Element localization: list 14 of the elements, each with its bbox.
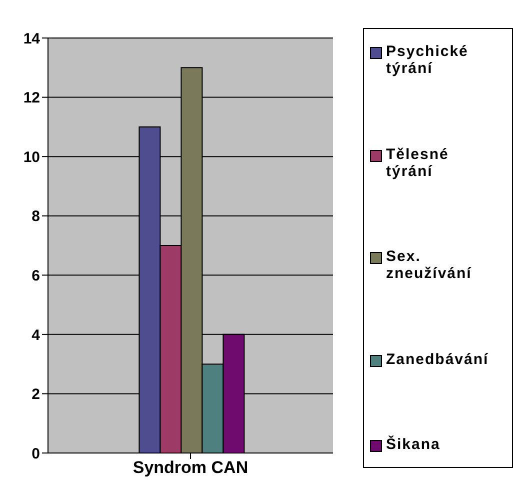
legend-label: Tělesné týrání [386,146,450,180]
x-tick-label: Syndrom CAN [132,458,248,478]
y-tick-label: 10 [23,148,40,166]
legend-label: Šikana [386,436,440,453]
y-tick-label: 6 [32,267,40,284]
y-tick-label: 14 [23,30,41,48]
y-tick-label: 8 [32,208,40,226]
legend-label: Psychické týrání [386,43,470,77]
y-tick-label: 0 [32,445,40,462]
legend-label: Zanedbávání [386,350,489,368]
y-tick-label: 4 [32,326,41,344]
y-tick-label: 2 [32,386,40,404]
y-tick-label: 12 [23,90,40,107]
legend-label: Sex. zneužívání [386,248,473,282]
